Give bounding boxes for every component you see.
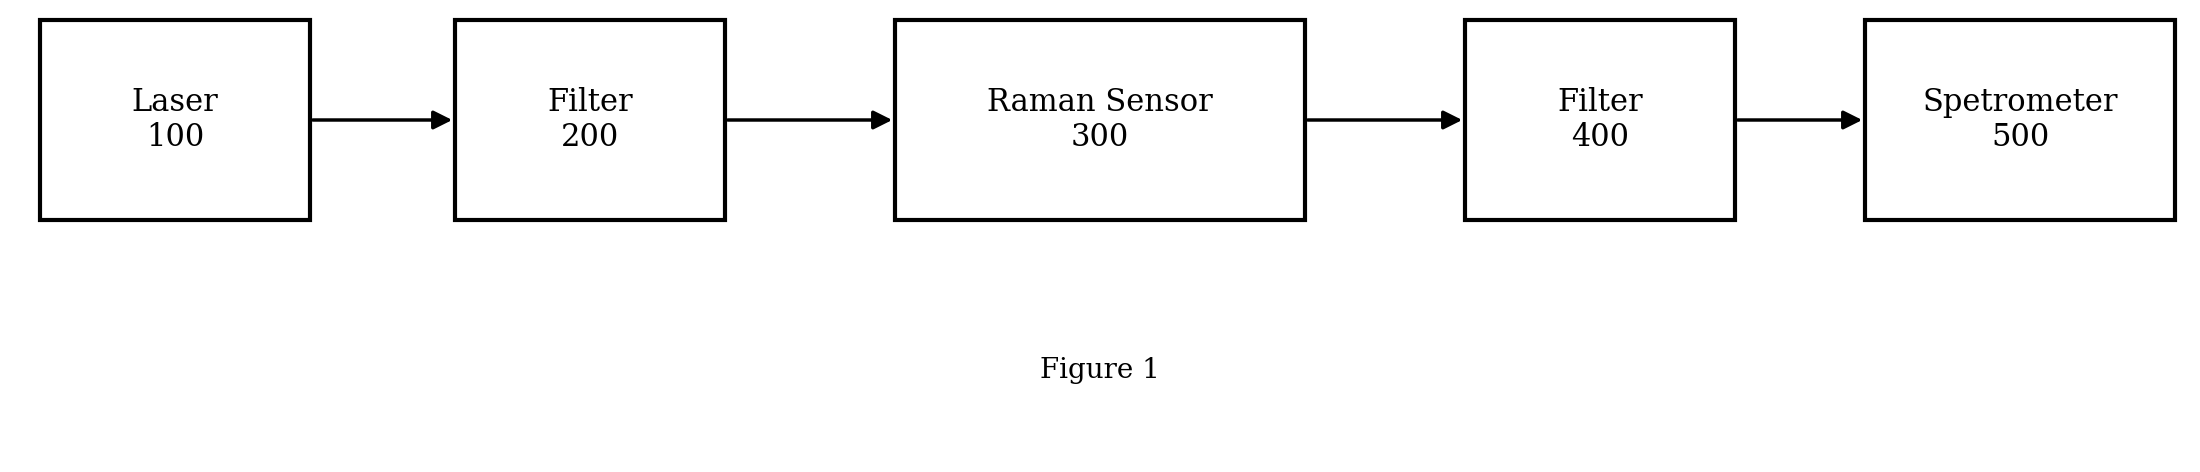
Bar: [1465, 20, 1736, 220]
Text: Laser
100: Laser 100: [132, 86, 218, 153]
Text: Raman Sensor
300: Raman Sensor 300: [988, 86, 1212, 153]
Bar: [895, 20, 1305, 220]
Text: Filter
200: Filter 200: [548, 86, 634, 153]
Text: Spetrometer
500: Spetrometer 500: [1923, 86, 2119, 153]
Text: Figure 1: Figure 1: [1041, 356, 1159, 383]
Bar: [1866, 20, 2176, 220]
Bar: [455, 20, 726, 220]
Bar: [40, 20, 310, 220]
Text: Filter
400: Filter 400: [1558, 86, 1643, 153]
